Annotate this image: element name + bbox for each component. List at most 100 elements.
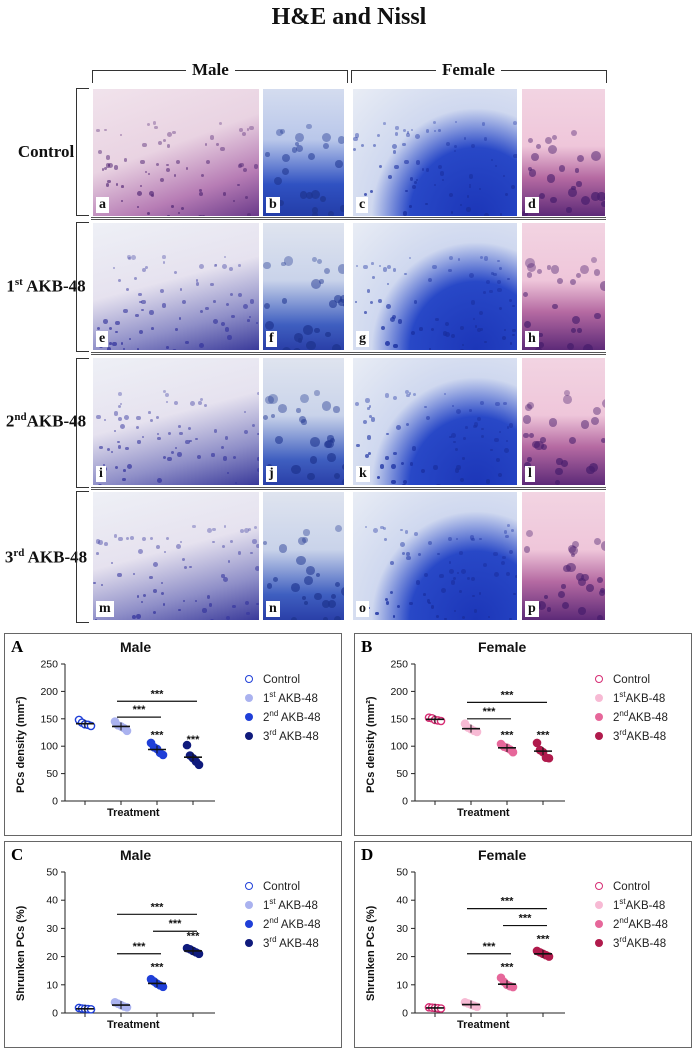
row-bracket-1st — [76, 222, 89, 352]
panel-letter: c — [356, 197, 369, 213]
data-point — [436, 716, 446, 726]
legend-item: 1st AKB-48 — [245, 688, 321, 707]
significance-label: *** — [151, 730, 165, 742]
legend-item: 2ndAKB-48 — [595, 914, 668, 933]
legend-item: Control — [245, 876, 321, 895]
legend-item: 3rd AKB-48 — [245, 933, 321, 952]
legend-marker — [245, 919, 253, 928]
panel-letter: l — [525, 466, 535, 482]
micrograph-panel: d — [522, 89, 605, 216]
micrograph-panel: p — [522, 492, 605, 620]
micrograph-panel: e — [93, 223, 259, 350]
y-tick-label: 30 — [46, 923, 58, 935]
significance-label: *** — [133, 704, 147, 716]
chart-legend: Control 1stAKB-48 2ndAKB-48 3rdAKB-48 — [595, 669, 668, 745]
row-label-3rd: 3rd AKB-48 — [4, 547, 88, 567]
panel-letter: a — [96, 197, 109, 213]
x-axis-title: Treatment — [457, 1019, 510, 1031]
x-axis-title: Treatment — [107, 807, 160, 819]
legend-item: 1stAKB-48 — [595, 895, 668, 914]
figure-title: H&E and Nissl — [271, 4, 427, 30]
row-separator — [91, 487, 606, 490]
data-point — [544, 753, 554, 763]
x-axis-title: Treatment — [107, 1019, 160, 1031]
y-tick-label: 0 — [52, 796, 58, 808]
x-axis-title: Treatment — [457, 807, 510, 819]
micrograph-panel: m — [93, 492, 259, 620]
y-tick-label: 10 — [46, 979, 58, 991]
legend-item: 3rdAKB-48 — [595, 933, 668, 952]
legend-marker — [245, 693, 253, 702]
chart-letter: C — [11, 845, 24, 864]
y-tick-label: 250 — [390, 659, 408, 671]
panel-letter: k — [356, 466, 370, 482]
legend-label: Control — [263, 673, 301, 686]
y-tick-label: 20 — [396, 951, 408, 963]
legend-label: 2ndAKB-48 — [613, 916, 668, 931]
significance-label: *** — [483, 706, 497, 718]
panel-letter: i — [96, 466, 106, 482]
chart-title: Male — [120, 847, 152, 863]
legend-label: 3rdAKB-48 — [613, 935, 667, 950]
legend-marker — [595, 938, 603, 947]
chart-svg: 0 50 100 150 200 250 *** *** *** *** — [390, 659, 565, 808]
row-label-control: Control — [17, 142, 75, 161]
significance-label: *** — [187, 734, 201, 746]
micrograph-panel: k — [353, 358, 517, 485]
micrograph-panel: g — [353, 223, 517, 350]
chart-svg: 0 10 20 30 40 50 *** *** *** *** *** — [396, 867, 565, 1020]
y-tick-label: 50 — [396, 768, 408, 780]
legend-marker — [245, 900, 253, 909]
legend-label: 1stAKB-48 — [613, 690, 666, 705]
chart-letter: B — [361, 637, 373, 656]
data-point — [182, 740, 192, 750]
legend-marker — [595, 712, 603, 721]
legend-label: 3rd AKB-48 — [263, 935, 319, 950]
panel-letter: p — [525, 601, 539, 617]
chart-title: Female — [478, 639, 527, 655]
significance-label: *** — [501, 689, 515, 701]
legend-label: 2nd AKB-48 — [263, 916, 321, 931]
chart-legend: Control 1stAKB-48 2ndAKB-48 3rdAKB-48 — [595, 876, 668, 952]
y-tick-label: 40 — [396, 895, 408, 907]
row-separator — [91, 352, 606, 355]
micrograph-panel: f — [263, 223, 344, 350]
significance-label: *** — [501, 896, 515, 908]
legend-label: 2ndAKB-48 — [613, 709, 668, 724]
significance-label: *** — [501, 730, 515, 742]
significance-label: *** — [133, 941, 147, 953]
significance-label: *** — [187, 931, 201, 943]
significance-label: *** — [537, 730, 551, 742]
micrograph-panel: j — [263, 358, 344, 485]
row-bracket-control — [76, 88, 89, 216]
y-tick-label: 50 — [396, 867, 408, 879]
micrograph-panel: i — [93, 358, 259, 485]
legend-item: 2nd AKB-48 — [245, 914, 321, 933]
y-tick-label: 0 — [402, 1008, 408, 1020]
legend-item: Control — [595, 669, 668, 688]
legend-marker — [595, 674, 603, 683]
legend-marker — [595, 693, 603, 702]
chart-letter: A — [11, 637, 24, 656]
micrograph-panel: l — [522, 358, 605, 485]
y-axis-title: Shrunken PCs (%) — [365, 905, 377, 1001]
panel-letter: o — [356, 601, 369, 617]
legend-item: 3rd AKB-48 — [245, 726, 321, 745]
panel-letter: g — [356, 331, 369, 347]
y-tick-label: 50 — [46, 867, 58, 879]
legend-marker — [245, 881, 253, 890]
y-tick-label: 40 — [46, 895, 58, 907]
y-tick-label: 0 — [402, 796, 408, 808]
legend-item: Control — [245, 669, 321, 688]
significance-label: *** — [151, 688, 165, 700]
chart-svg: 0 10 20 30 40 50 *** *** *** *** *** — [46, 867, 215, 1020]
chart-legend: Control 1st AKB-48 2nd AKB-48 3rd AKB-48 — [245, 669, 321, 745]
legend-item: 2ndAKB-48 — [595, 707, 668, 726]
data-point — [194, 760, 204, 770]
chart-panel-a: A Male 0 50 100 150 200 250 *** *** *** *** Treatmen… — [4, 633, 342, 836]
row-label-1st: 1st AKB-48 — [6, 276, 86, 296]
legend-label: 1st AKB-48 — [263, 897, 318, 912]
significance-label: *** — [483, 941, 497, 953]
legend-marker — [245, 712, 253, 721]
legend-item: 3rdAKB-48 — [595, 726, 668, 745]
